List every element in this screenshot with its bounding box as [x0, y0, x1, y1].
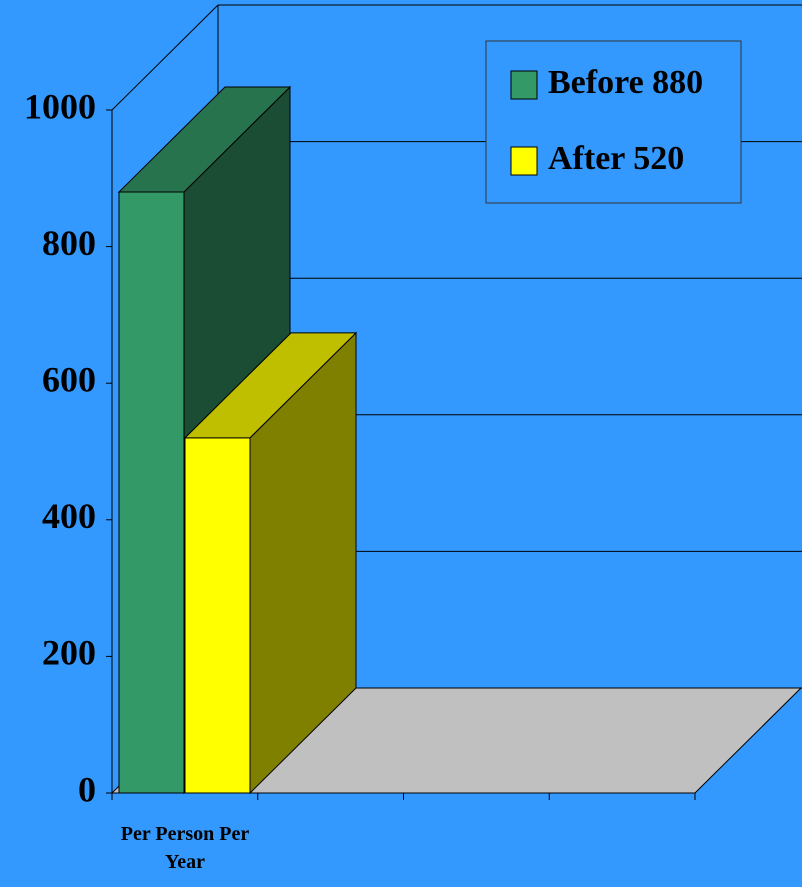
- legend-label: Before 880: [548, 64, 703, 101]
- y-tick-label: 400: [42, 496, 96, 536]
- wall-edge: [111, 4, 219, 111]
- bar-top: [117, 86, 292, 193]
- y-tick-label: 200: [42, 633, 96, 673]
- legend-swatch: [510, 70, 538, 100]
- y-tick-label: 0: [78, 769, 96, 809]
- y-tick-label: 600: [42, 359, 96, 399]
- legend-label: After 520: [548, 140, 684, 177]
- legend-box: [485, 40, 742, 204]
- legend-swatch: [510, 146, 538, 176]
- y-tick-label: 800: [42, 223, 96, 263]
- bar-front: [118, 191, 185, 794]
- bar-top: [183, 332, 358, 439]
- y-tick-label: 1000: [24, 86, 96, 126]
- bar-front: [184, 437, 251, 794]
- x-tick-label: Per Person Per Year: [120, 823, 250, 873]
